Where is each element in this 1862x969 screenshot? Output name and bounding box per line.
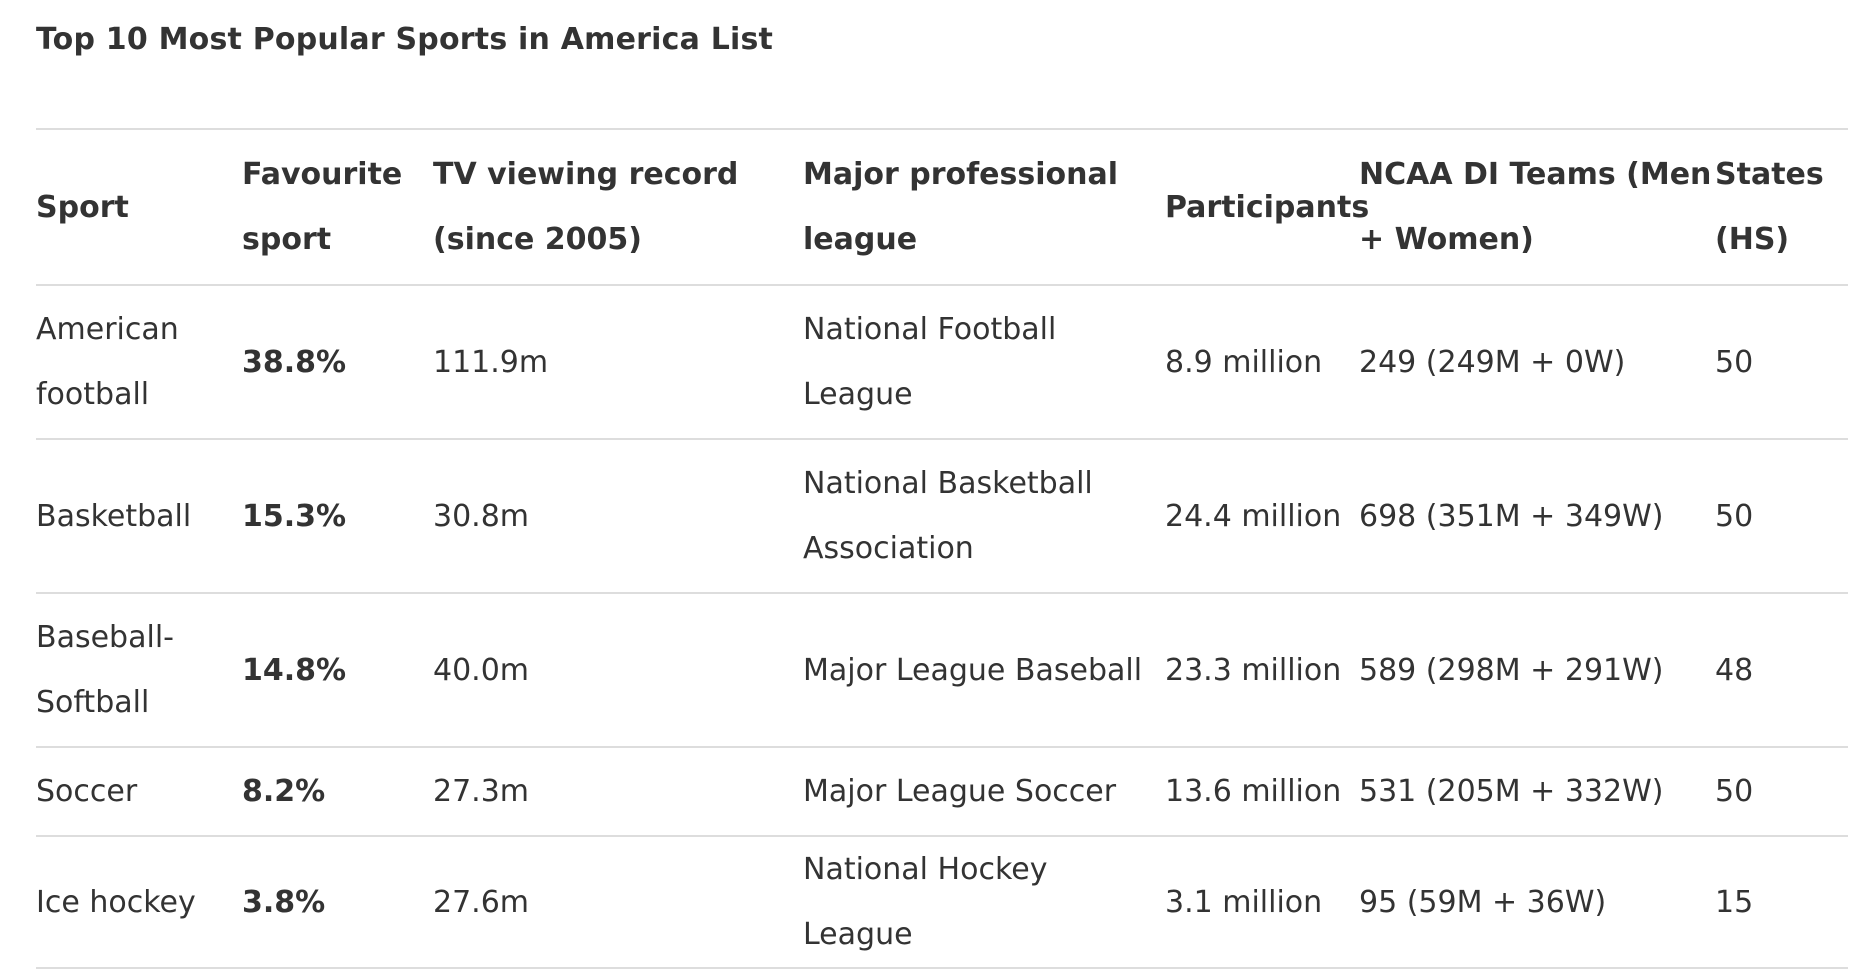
cell-participants: 3.1 million xyxy=(1165,835,1359,969)
cell-participants: 13.6 million xyxy=(1165,746,1359,836)
column-header-major-league: Major professional league xyxy=(803,128,1165,285)
column-header-sport: Sport xyxy=(36,128,242,285)
column-header-states: States (HS) xyxy=(1715,128,1848,285)
cell-tv-viewing-record: 40.0m xyxy=(433,592,803,747)
cell-sport: Baseball-Softball xyxy=(36,592,242,747)
cell-favourite-sport: 38.8% xyxy=(242,284,433,439)
column-header-tv-viewing-record: TV viewing record (since 2005) xyxy=(433,128,803,285)
cell-favourite-sport: 15.3% xyxy=(242,438,433,593)
cell-participants: 8.9 million xyxy=(1165,284,1359,439)
table-header-row: Sport Favourite sport TV viewing record … xyxy=(36,128,1848,285)
column-header-participants: Participants xyxy=(1165,128,1369,285)
cell-states: 50 xyxy=(1715,746,1848,836)
cell-participants: 24.4 million xyxy=(1165,438,1359,593)
page-title: Top 10 Most Popular Sports in America Li… xyxy=(36,22,774,57)
cell-favourite-sport: 14.8% xyxy=(242,592,433,747)
cell-tv-viewing-record: 27.3m xyxy=(433,746,803,836)
cell-ncaa-teams: 698 (351M + 349W) xyxy=(1359,438,1715,593)
table-row: Soccer 8.2% 27.3m Major League Soccer 13… xyxy=(36,746,1848,836)
cell-tv-viewing-record: 27.6m xyxy=(433,835,803,969)
table-row: Basketball 15.3% 30.8m National Basketba… xyxy=(36,438,1848,593)
cell-states: 48 xyxy=(1715,592,1848,747)
table-row: American football 38.8% 111.9m National … xyxy=(36,284,1848,439)
column-header-ncaa-teams: NCAA DI Teams (Men + Women) xyxy=(1359,128,1715,285)
cell-favourite-sport: 3.8% xyxy=(242,835,433,969)
cell-ncaa-teams: 249 (249M + 0W) xyxy=(1359,284,1715,439)
column-header-favourite-sport: Favourite sport xyxy=(242,128,433,285)
cell-tv-viewing-record: 30.8m xyxy=(433,438,803,593)
sports-table: Sport Favourite sport TV viewing record … xyxy=(36,128,1848,969)
cell-sport: Soccer xyxy=(36,746,242,836)
cell-ncaa-teams: 95 (59M + 36W) xyxy=(1359,835,1715,969)
cell-states: 15 xyxy=(1715,835,1848,969)
cell-major-league: National Football League xyxy=(803,284,1165,439)
cell-major-league: National Basketball Association xyxy=(803,438,1165,593)
cell-states: 50 xyxy=(1715,438,1848,593)
cell-favourite-sport: 8.2% xyxy=(242,746,433,836)
table-row: Baseball-Softball 14.8% 40.0m Major Leag… xyxy=(36,592,1848,747)
cell-ncaa-teams: 531 (205M + 332W) xyxy=(1359,746,1715,836)
cell-sport: Basketball xyxy=(36,438,242,593)
table-row: Ice hockey 3.8% 27.6m National Hockey Le… xyxy=(36,835,1848,969)
cell-major-league: Major League Soccer xyxy=(803,746,1165,836)
cell-states: 50 xyxy=(1715,284,1848,439)
cell-sport: Ice hockey xyxy=(36,835,242,969)
cell-participants: 23.3 million xyxy=(1165,592,1359,747)
cell-major-league: Major League Baseball xyxy=(803,592,1165,747)
cell-major-league: National Hockey League xyxy=(803,835,1165,969)
cell-ncaa-teams: 589 (298M + 291W) xyxy=(1359,592,1715,747)
cell-tv-viewing-record: 111.9m xyxy=(433,284,803,439)
cell-sport: American football xyxy=(36,284,242,439)
